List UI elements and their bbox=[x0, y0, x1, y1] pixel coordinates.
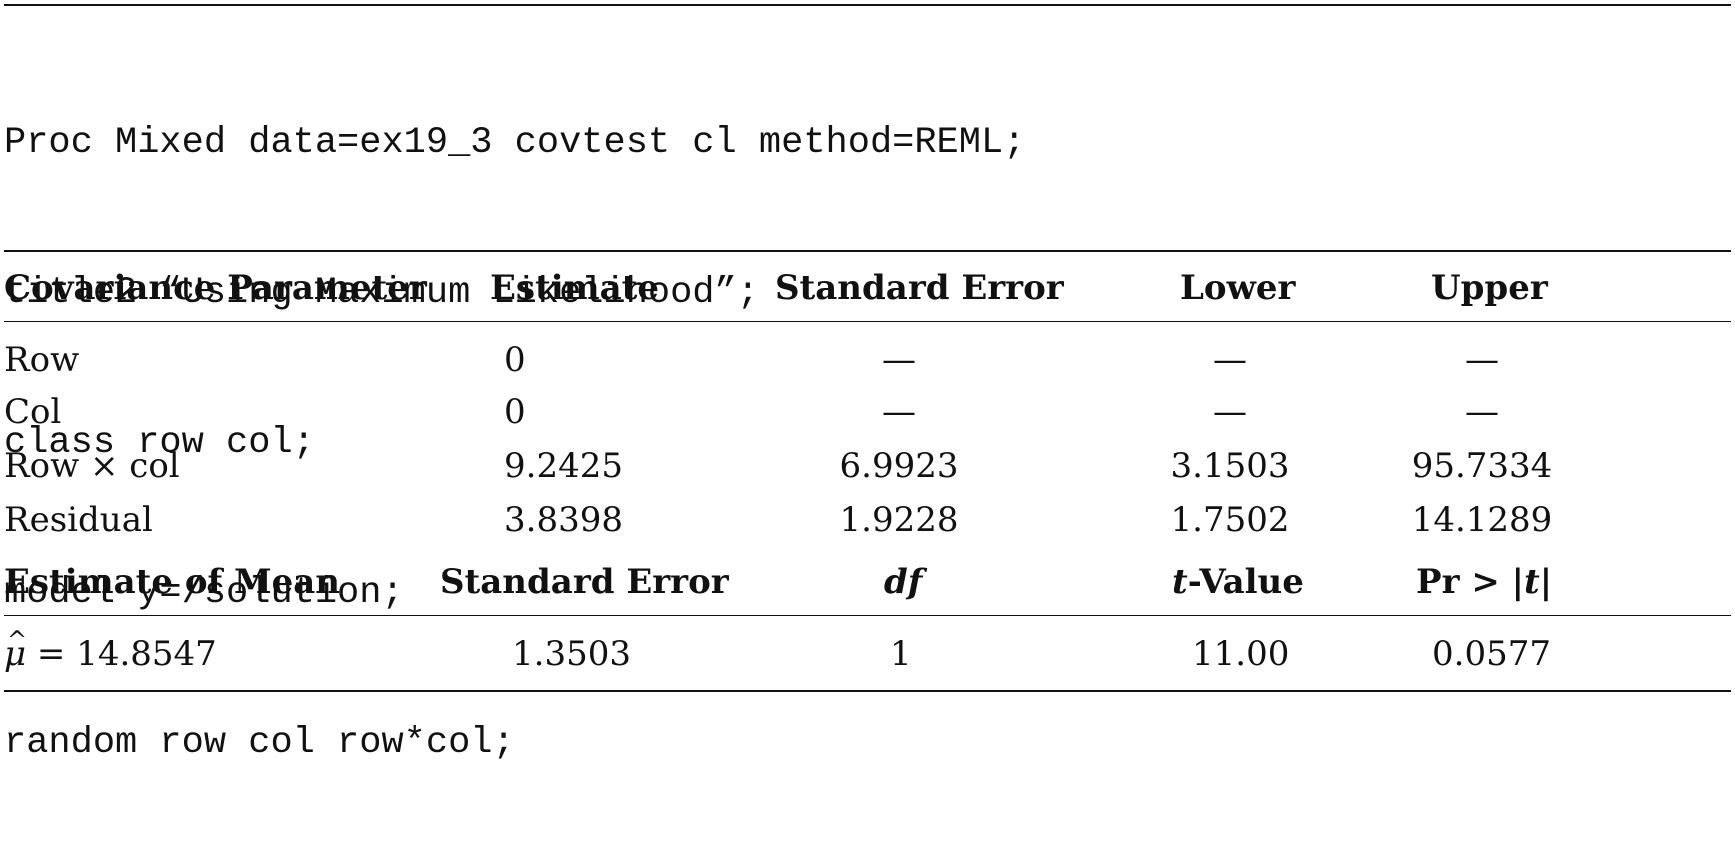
param-row-x-col: Row × col bbox=[4, 446, 180, 486]
header-df: df bbox=[884, 562, 923, 602]
estimate-col: 0 bbox=[504, 392, 526, 432]
mean-std-error: 1.3503 bbox=[512, 634, 631, 674]
mu-hat-symbol: μ bbox=[4, 634, 26, 674]
estimate-row: 0 bbox=[504, 340, 526, 380]
estimate-row-x-col: 9.2425 bbox=[504, 446, 623, 486]
mean-pr: 0.0577 bbox=[1432, 634, 1551, 674]
stderr-col: — bbox=[882, 392, 916, 432]
stderr-row: — bbox=[882, 340, 916, 380]
header-t-value-suffix: -Value bbox=[1187, 562, 1304, 602]
lower-row-x-col: 3.1503 bbox=[1170, 446, 1290, 486]
param-col: Col bbox=[4, 392, 62, 432]
mean-estimate: μ = 14.8547 bbox=[4, 634, 217, 674]
code-line: model y=/solution; bbox=[4, 572, 404, 614]
lower-residual: 1.7502 bbox=[1170, 500, 1290, 540]
upper-row-x-col: 95.7334 bbox=[1411, 446, 1553, 486]
stderr-residual: 1.9228 bbox=[839, 500, 959, 540]
upper-residual: 14.1289 bbox=[1411, 500, 1553, 540]
upper-row: — bbox=[1465, 340, 1499, 380]
header-t-value: t-Value bbox=[1172, 562, 1304, 602]
header-covariance-parameter: Covariance Parameter bbox=[4, 268, 427, 308]
header-pr-prefix: Pr > | bbox=[1416, 562, 1525, 602]
sas-code-block: Proc Mixed data=ex19_3 covtest cl method… bbox=[4, 18, 1025, 868]
header-lower: Lower bbox=[1180, 268, 1296, 308]
header-mean-standard-error: Standard Error bbox=[440, 562, 729, 602]
param-residual: Residual bbox=[4, 500, 153, 540]
table-top-rule bbox=[4, 250, 1731, 252]
code-line: Proc Mixed data=ex19_3 covtest cl method… bbox=[4, 122, 1026, 164]
mean-t-value: 11.00 bbox=[1192, 634, 1290, 674]
header-estimate: Estimate bbox=[490, 268, 660, 308]
param-row: Row bbox=[4, 340, 80, 380]
header-estimate-of-mean: Estimate of Mean bbox=[4, 562, 341, 602]
lower-row: — bbox=[1213, 340, 1247, 380]
bottom-rule bbox=[4, 690, 1731, 692]
mean-df: 1 bbox=[890, 634, 912, 674]
header-pr-t: Pr > |t| bbox=[1416, 562, 1552, 602]
mean-header-rule bbox=[4, 615, 1731, 616]
header-pr-suffix: | bbox=[1539, 562, 1553, 602]
mu-value: = 14.8547 bbox=[26, 634, 217, 674]
header-t-symbol: t bbox=[1172, 562, 1188, 602]
upper-col: — bbox=[1465, 392, 1499, 432]
stderr-row-x-col: 6.9923 bbox=[839, 446, 959, 486]
header-rule bbox=[4, 321, 1731, 322]
header-pr-t-symbol: t bbox=[1524, 562, 1540, 602]
header-standard-error: Standard Error bbox=[775, 268, 1064, 308]
header-upper: Upper bbox=[1431, 268, 1548, 308]
code-line: class row col; bbox=[4, 422, 315, 464]
code-line: random row col row*col; bbox=[4, 722, 515, 764]
estimate-residual: 3.8398 bbox=[504, 500, 623, 540]
top-rule bbox=[4, 4, 1731, 6]
code-line: title2 “Using Maximum Likelihood”; bbox=[4, 272, 759, 314]
lower-col: — bbox=[1213, 392, 1247, 432]
